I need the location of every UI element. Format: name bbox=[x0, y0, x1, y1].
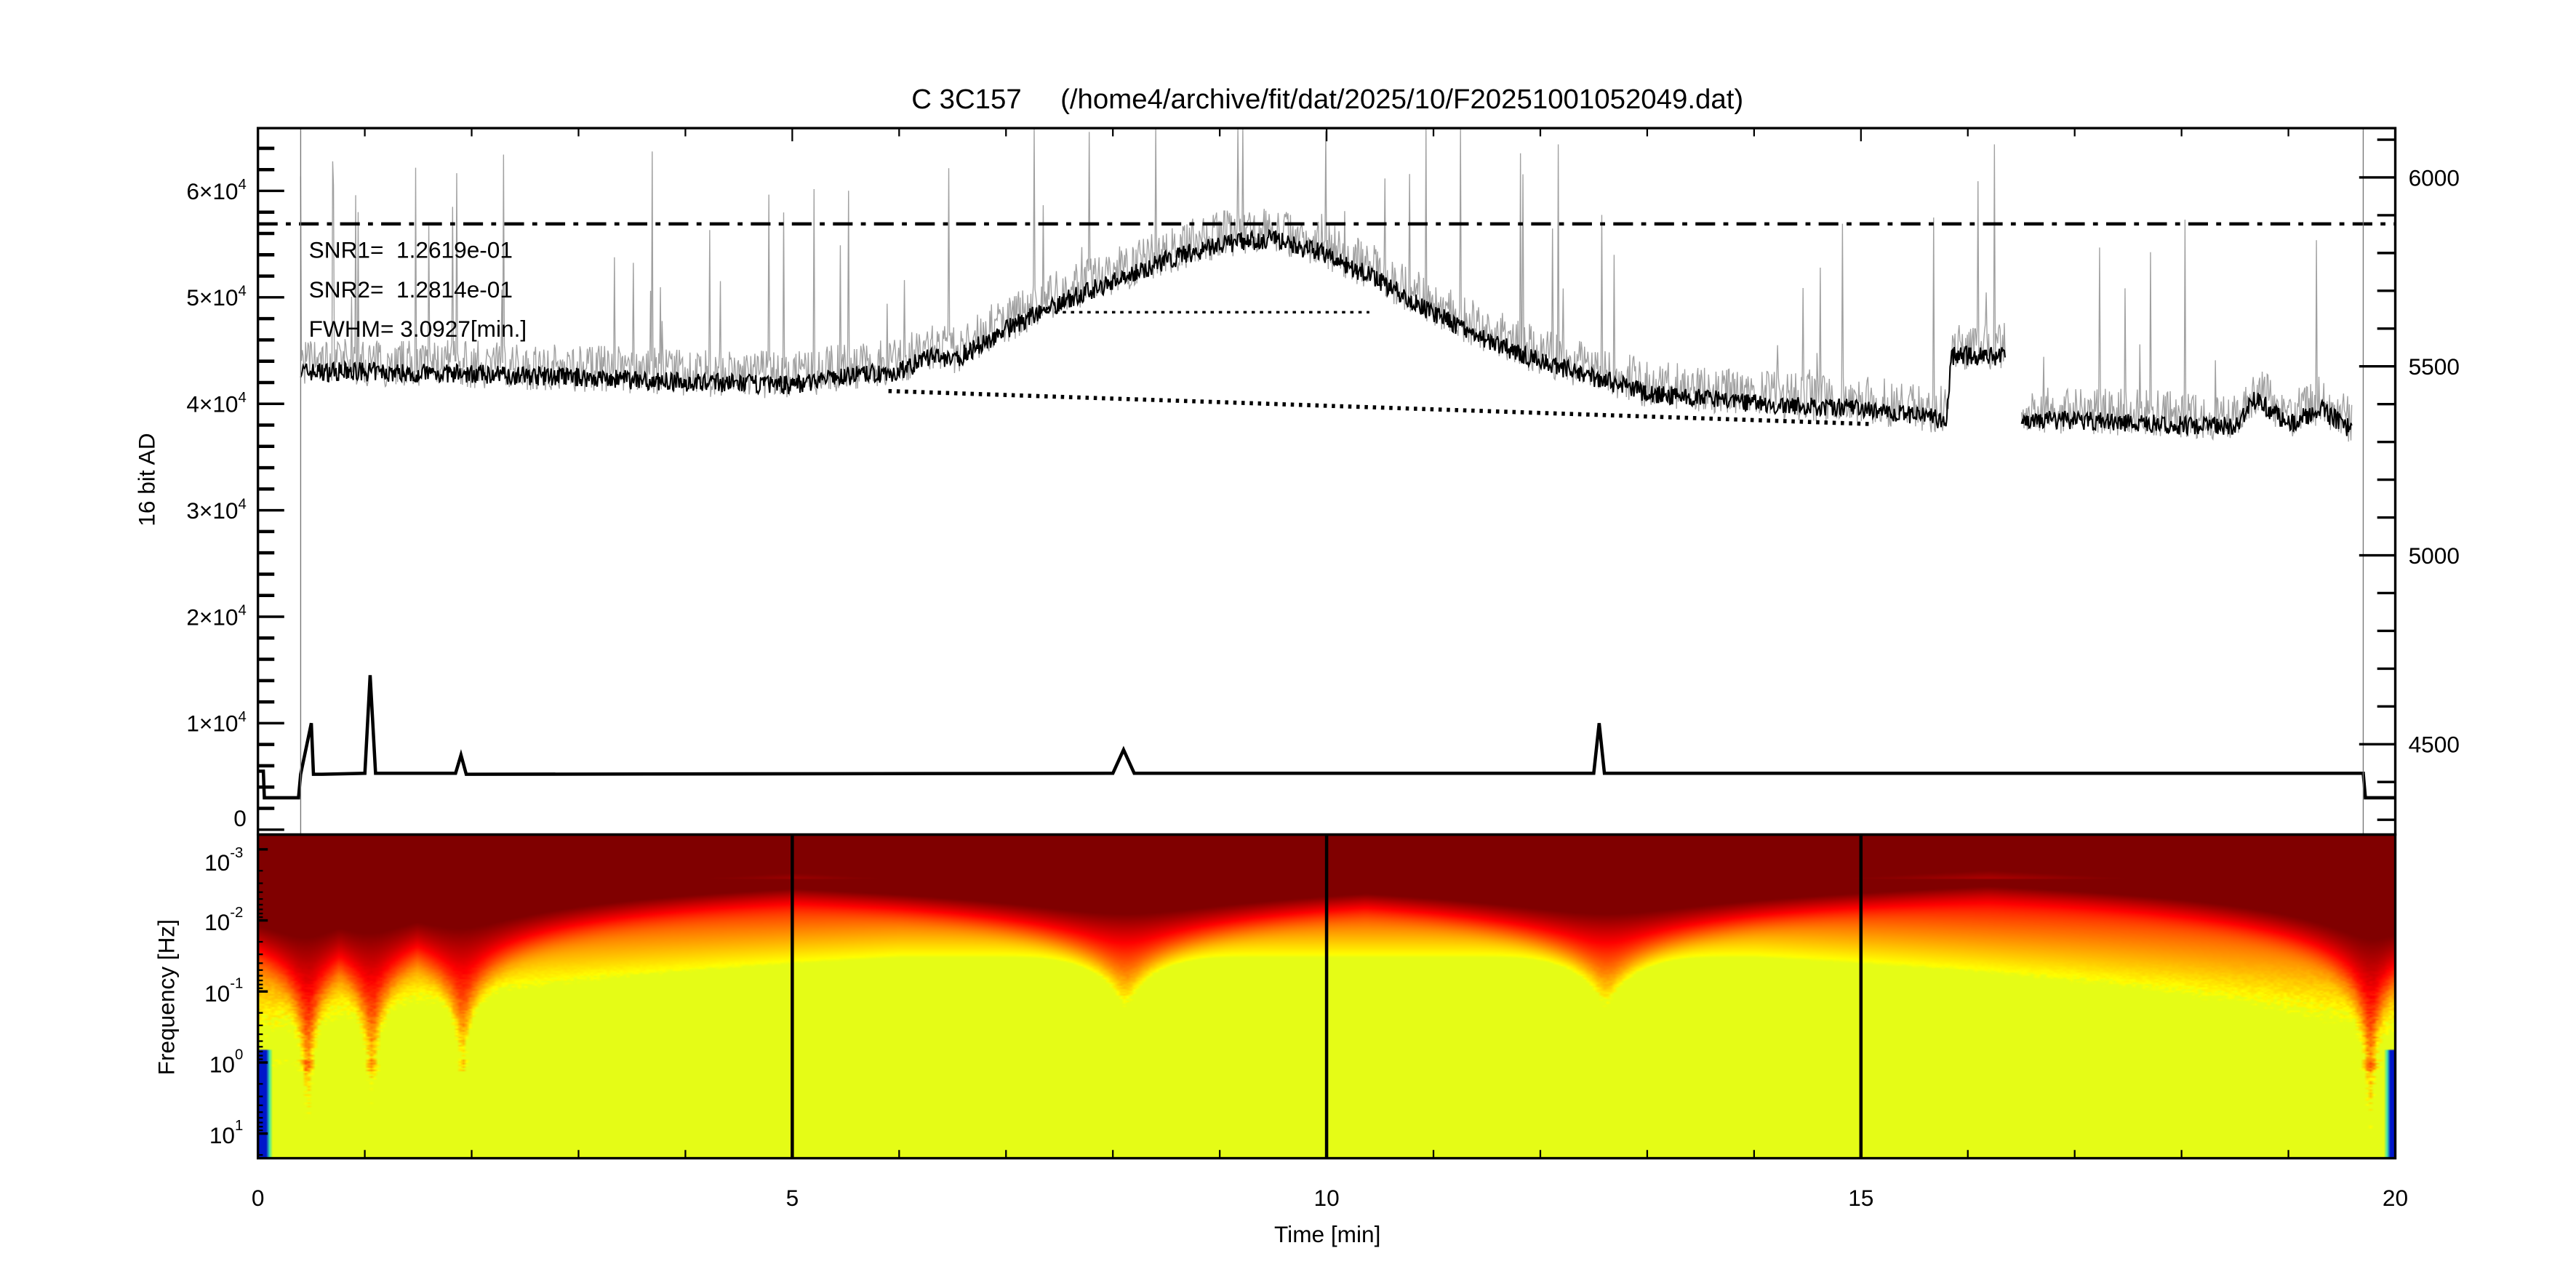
freq-tick-exponent: -1 bbox=[230, 976, 243, 992]
freq-tick-exponent: 1 bbox=[235, 1118, 243, 1134]
freq-tick-label: 10-1 bbox=[204, 976, 243, 1007]
snr2-label: SNR2= 1.2814e-01 bbox=[309, 276, 513, 303]
chart-title: C 3C157 (/home4/archive/fit/dat/2025/10/… bbox=[911, 84, 1743, 115]
y-tick-exponent: 4 bbox=[239, 284, 247, 300]
y-tick-label: 2×104 bbox=[186, 603, 247, 631]
freq-tick-label: 10-2 bbox=[204, 905, 243, 935]
y-tick-exponent: 4 bbox=[239, 709, 247, 725]
fwhm-label: FWHM= 3.0927[min.] bbox=[309, 316, 527, 342]
x-tick-label: 20 bbox=[2383, 1185, 2408, 1211]
y-tick-label: 1×104 bbox=[186, 709, 247, 737]
y-tick-exponent: 4 bbox=[239, 603, 247, 619]
x-axis-label: Time [min] bbox=[1274, 1221, 1380, 1247]
y2-tick-label: 4500 bbox=[2409, 732, 2460, 758]
y-tick-label: 6×104 bbox=[186, 177, 247, 204]
y-tick-label: 5×104 bbox=[186, 284, 247, 311]
freq-tick-exponent: 0 bbox=[235, 1047, 243, 1063]
freq-tick-exponent: -2 bbox=[230, 905, 243, 921]
freq-tick-label: 101 bbox=[209, 1118, 243, 1148]
y2-tick-label: 6000 bbox=[2409, 164, 2460, 191]
y-tick-exponent: 4 bbox=[239, 496, 247, 512]
series-1-envelope bbox=[300, 128, 2351, 441]
freq-tick-label: 10-3 bbox=[204, 845, 243, 876]
timeseries-panel bbox=[258, 128, 2396, 834]
freq-tick-exponent: -3 bbox=[230, 845, 243, 861]
y2-tick-label: 5000 bbox=[2409, 543, 2460, 569]
x-tick-label: 10 bbox=[1313, 1185, 1339, 1211]
y2-tick-label: 5500 bbox=[2409, 353, 2460, 380]
y-tick-label: 4×104 bbox=[186, 390, 247, 417]
y-tick-label: 0 bbox=[233, 805, 247, 831]
snr1-label: SNR1= 1.2619e-01 bbox=[309, 237, 513, 263]
x-tick-label: 5 bbox=[786, 1185, 799, 1211]
y-tick-label: 3×104 bbox=[186, 496, 247, 524]
y-tick-exponent: 4 bbox=[239, 177, 247, 193]
x-tick-label: 0 bbox=[252, 1185, 265, 1211]
freq-tick-label: 100 bbox=[209, 1047, 243, 1077]
y-axis-label: 16 bit AD bbox=[133, 433, 159, 526]
x-tick-label: 15 bbox=[1848, 1185, 1873, 1211]
figure: C 3C157 (/home4/archive/fit/dat/2025/10/… bbox=[0, 0, 2576, 1288]
annotations: SNR1= 1.2619e-01 SNR2= 1.2814e-01 FWHM= … bbox=[309, 237, 527, 342]
freq-axis-label: Frequency [Hz] bbox=[153, 919, 179, 1075]
series-2-line bbox=[258, 675, 2396, 798]
y-tick-exponent: 4 bbox=[239, 390, 247, 406]
